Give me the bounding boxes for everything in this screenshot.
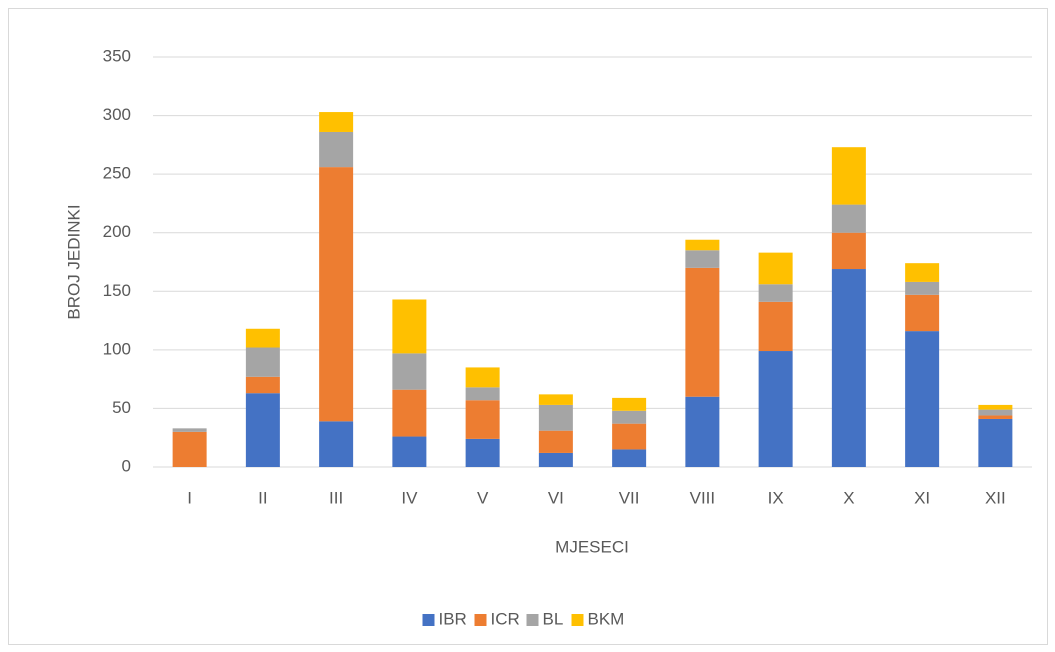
x-tick-label: V bbox=[477, 488, 489, 507]
bar-segment bbox=[392, 353, 427, 390]
y-tick-label: 100 bbox=[103, 339, 131, 358]
bar-segment bbox=[538, 430, 573, 453]
bar-segment bbox=[978, 409, 1013, 416]
x-tick-label: VI bbox=[548, 488, 564, 507]
legend-label: ICR bbox=[491, 609, 520, 628]
bar-segment bbox=[538, 452, 573, 467]
y-tick-label: 300 bbox=[103, 105, 131, 124]
x-tick-label: VII bbox=[619, 488, 640, 507]
x-tick-label: XII bbox=[985, 488, 1006, 507]
legend-label: BKM bbox=[588, 609, 625, 628]
chart-border bbox=[8, 8, 1048, 645]
bar-segment bbox=[319, 167, 354, 422]
bar-segment bbox=[978, 404, 1013, 410]
bar-segment bbox=[465, 367, 500, 388]
x-tick-label: II bbox=[258, 488, 267, 507]
legend-label: IBR bbox=[439, 609, 467, 628]
y-axis-label: BROJ JEDINKI bbox=[64, 204, 83, 319]
bar-segment bbox=[392, 436, 427, 467]
bar-segment bbox=[905, 331, 940, 467]
y-tick-label: 50 bbox=[112, 398, 131, 417]
legend-swatch bbox=[526, 614, 539, 626]
y-tick-label: 250 bbox=[103, 164, 131, 183]
bar-segment bbox=[831, 147, 866, 205]
legend-swatch bbox=[571, 614, 584, 626]
bar-segment bbox=[612, 397, 647, 411]
bar-segment bbox=[392, 299, 427, 354]
x-tick-label: X bbox=[843, 488, 854, 507]
bar-segment bbox=[319, 421, 354, 467]
bar-segment bbox=[319, 112, 354, 132]
bar-segment bbox=[905, 294, 940, 332]
bar-segment bbox=[831, 204, 866, 233]
bar-segment bbox=[831, 269, 866, 467]
bar-segment bbox=[245, 347, 280, 377]
bar-segment bbox=[685, 267, 720, 397]
bar-segment bbox=[831, 232, 866, 270]
bar-segment bbox=[465, 438, 500, 467]
bar-segment bbox=[465, 387, 500, 401]
bar-segment bbox=[758, 351, 793, 467]
x-tick-label: XI bbox=[914, 488, 930, 507]
bar-segment bbox=[465, 400, 500, 439]
y-tick-label: 0 bbox=[122, 456, 131, 475]
x-tick-label: VIII bbox=[690, 488, 716, 507]
legend-swatch bbox=[474, 614, 487, 626]
x-tick-label: IX bbox=[768, 488, 784, 507]
y-tick-label: 350 bbox=[103, 46, 131, 65]
x-axis-label: MJESECI bbox=[555, 537, 629, 556]
bar-segment bbox=[685, 396, 720, 467]
x-tick-label: I bbox=[187, 488, 192, 507]
x-tick-label: III bbox=[329, 488, 343, 507]
bar-segment bbox=[172, 428, 207, 432]
bar-segment bbox=[685, 250, 720, 268]
bar-segment bbox=[758, 301, 793, 352]
bar-segment bbox=[538, 394, 573, 405]
bar-segment bbox=[612, 410, 647, 424]
bar-segment bbox=[758, 284, 793, 302]
bar-segment bbox=[978, 415, 1013, 419]
bar-segment bbox=[905, 263, 940, 282]
y-tick-label: 150 bbox=[103, 281, 131, 300]
bar-segment bbox=[172, 431, 207, 467]
bar-segment bbox=[612, 423, 647, 450]
bar-segment bbox=[978, 418, 1013, 467]
bar-segment bbox=[245, 376, 280, 394]
x-tick-label: IV bbox=[401, 488, 418, 507]
bar-segment bbox=[392, 389, 427, 437]
bar-segment bbox=[612, 449, 647, 467]
legend-swatch bbox=[422, 614, 435, 626]
y-tick-label: 200 bbox=[103, 222, 131, 241]
bar-segment bbox=[245, 328, 280, 348]
legend-label: BL bbox=[543, 609, 564, 628]
bar-segment bbox=[905, 281, 940, 295]
bar-segment bbox=[538, 404, 573, 431]
bar-segment bbox=[245, 393, 280, 467]
bar-segment bbox=[685, 239, 720, 251]
bar-segment bbox=[758, 252, 793, 285]
bar-segment bbox=[319, 131, 354, 168]
